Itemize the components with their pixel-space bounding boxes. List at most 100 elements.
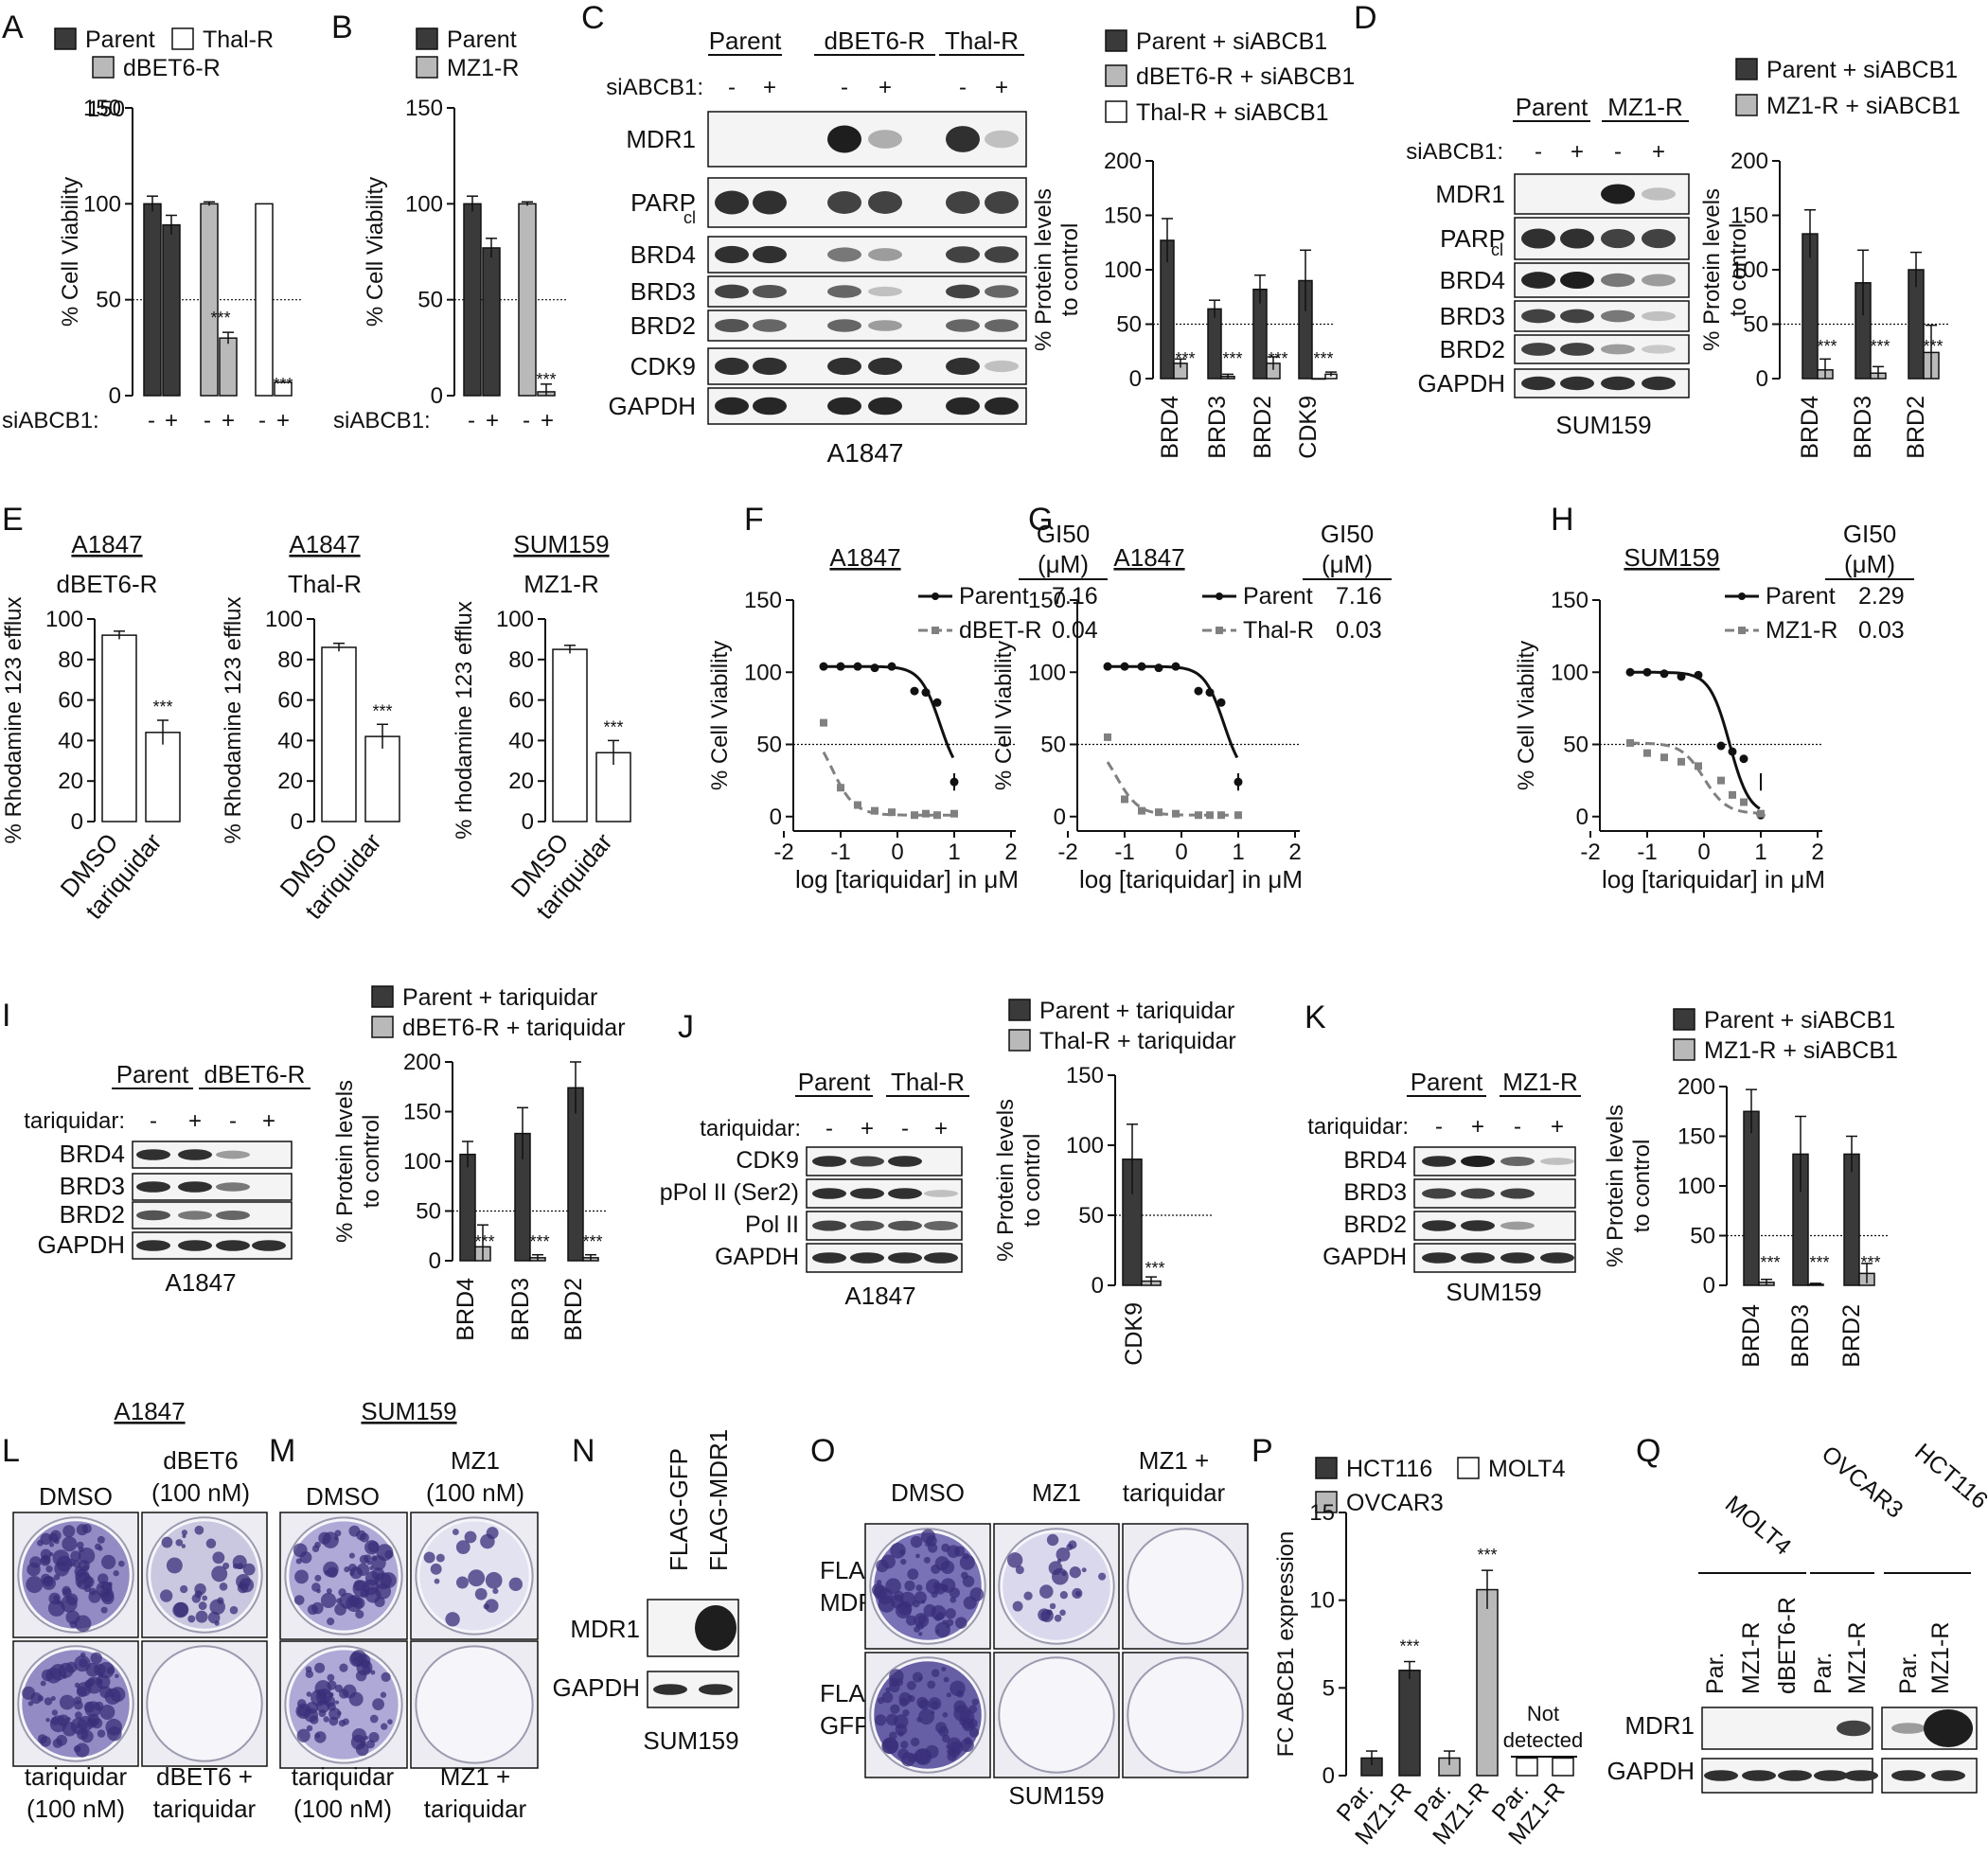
panel-M-tariquidar-colony <box>369 1714 379 1724</box>
panel-C-y-tick-label: 0 <box>1129 366 1142 392</box>
panel-I-y-tick-label: 150 <box>403 1100 441 1125</box>
panel-L-tariquidar-colony <box>77 1682 92 1697</box>
panel-K-GAPDH-band <box>1422 1252 1456 1264</box>
panel-E1-tariquidar-bar <box>145 732 181 822</box>
panel-F-point-Parent <box>921 688 931 698</box>
panel-I-blot-label-BRD2: BRD2 <box>60 1200 125 1229</box>
panel-O-mdr1-dmso-colony <box>935 1629 940 1634</box>
panel-M-mz1-colony <box>508 1577 523 1591</box>
panel-label-B: B <box>331 9 353 45</box>
panel-F-point-Parent <box>932 698 942 707</box>
panel-O-gfp-dmso-colony <box>935 1722 948 1734</box>
panel-A-condition: - <box>258 408 266 433</box>
panel-L-dmso-colony <box>88 1587 97 1596</box>
panel-M-tariquidar-colony <box>296 1728 311 1742</box>
panel-H-cell-line: SUM159 <box>1624 543 1719 572</box>
panel-P-y-label: FC ABCB1 expression <box>1273 1531 1299 1758</box>
panel-L-cell-line: A1847 <box>114 1397 185 1425</box>
panel-C-y-label: % Protein levels <box>1031 188 1056 351</box>
panel-L-tariquidar-colony <box>75 1742 90 1758</box>
panel-M-mz1-colony <box>492 1587 499 1595</box>
panel-O-gfp-dmso-colony <box>971 1698 979 1706</box>
panel-P-y-tick-label: 15 <box>1309 1500 1335 1526</box>
panel-M-dmso-colony <box>295 1558 302 1565</box>
panel-M-tariquidar-colony <box>306 1724 313 1732</box>
panel-J-GAPDH-band <box>812 1252 846 1264</box>
panel-M-mz1-colony <box>430 1563 442 1575</box>
panel-E-model: Thal-R <box>288 570 362 598</box>
panel-I-GAPDH-band <box>252 1240 286 1251</box>
panel-G-x-tick-label: -1 <box>1114 840 1134 865</box>
panel-M-dmso-colony <box>339 1592 356 1609</box>
panel-L-dmso-colony <box>113 1570 119 1577</box>
panel-G-point-Parent <box>1137 662 1146 671</box>
panel-H-x-tick-label: -1 <box>1637 840 1657 865</box>
panel-O-gfp-dmso-colony <box>943 1676 950 1683</box>
panel-L-dbet6-colony <box>166 1557 183 1574</box>
panel-B-y-tick-label: 0 <box>431 383 443 409</box>
panel-H-point-Parent <box>1677 672 1686 681</box>
panel-O-mdr1-mz1-colony <box>1059 1609 1066 1617</box>
panel-C-MDR1-band <box>868 130 902 149</box>
panel-Q-blot-label-MDR1: MDR1 <box>1624 1711 1695 1740</box>
panel-K-GAPDH-band <box>1500 1252 1535 1264</box>
panel-A-legend-swatch <box>54 27 77 50</box>
panel-L-tariquidar-colony <box>45 1718 50 1723</box>
panel-J-y-tick-label: 0 <box>1092 1273 1104 1299</box>
panel-L-dbet6-colony <box>195 1610 208 1623</box>
panel-L-dmso-colony <box>97 1535 105 1544</box>
panel-P-legend-swatch <box>1457 1457 1480 1479</box>
panel-L-dbet6-colony <box>187 1615 196 1623</box>
panel-F-legend-label-2: dBET-R <box>959 617 1042 644</box>
panel-A-condition: + <box>165 408 178 433</box>
panel-G-x-tick-label: 0 <box>1175 840 1187 865</box>
panel-O-mdr1-mz1-colony <box>1098 1572 1107 1581</box>
panel-G-point-Thal-R <box>1155 808 1163 817</box>
panel-D-PARP-band <box>1601 228 1635 249</box>
panel-K-blot-label-BRD3: BRD3 <box>1343 1179 1407 1206</box>
panel-G-point-Parent <box>1171 662 1180 671</box>
panel-K-BRD2-band <box>1461 1220 1495 1231</box>
panel-O-col-label: MZ1 + <box>1139 1446 1209 1475</box>
panel-O-mdr1-dmso-colony <box>923 1556 931 1564</box>
panel-O-mdr1-mz1-colony <box>1051 1567 1069 1585</box>
panel-E2-y-tick-label: 60 <box>277 688 303 714</box>
panel-I-BRD3-band <box>178 1181 212 1193</box>
panel-C-GAPDH-band <box>946 397 980 416</box>
panel-O-mdr1-mz1-colony <box>1059 1591 1068 1600</box>
panel-B-MZ1-R-bar <box>518 203 537 397</box>
panel-M-tariquidar-colony <box>381 1671 391 1683</box>
panel-H-gi50-value-2: 0.03 <box>1858 617 1905 644</box>
panel-C-PARP-band <box>868 191 902 214</box>
panel-B-siabcb1-label: siABCB1: <box>333 408 431 433</box>
panel-M-dmso-colony <box>364 1540 380 1555</box>
panel-D-y-tick-label: 50 <box>1743 312 1768 338</box>
panel-N-blot-label-GAPDH: GAPDH <box>553 1673 640 1702</box>
panel-E1-y-tick-label: 40 <box>58 728 83 753</box>
panel-A-Thal-R-bar <box>274 381 293 397</box>
panel-L-dmso-colony <box>62 1525 76 1538</box>
panel-C-lane-sign: - <box>728 75 736 100</box>
panel-M-mz1-colony <box>468 1569 486 1587</box>
panel-O-cell-line: SUM159 <box>1008 1781 1104 1810</box>
panel-C-BRD3-band <box>753 284 787 299</box>
panel-H-point-MZ1-R <box>1717 776 1725 785</box>
panel-O-gfp-dmso-colony <box>962 1718 975 1732</box>
panel-O-mdr1-dmso-colony <box>941 1543 950 1552</box>
panel-C-y-tick-label: 100 <box>1104 257 1142 283</box>
panel-C-cell-line: A1847 <box>827 438 904 468</box>
panel-L-tariquidar-colony <box>94 1663 106 1676</box>
panel-L-tariquidar-colony <box>99 1704 115 1720</box>
panel-L-dbet6-colony <box>209 1599 225 1616</box>
panel-M-dmso-colony <box>318 1531 331 1545</box>
panel-K-x-label: BRD2 <box>1838 1304 1865 1368</box>
panel-C-CDK9-band <box>753 357 787 376</box>
panel-K-significance: *** <box>1760 1253 1780 1272</box>
panel-A-legend-swatch <box>92 56 115 79</box>
panel-M-mz1-colony <box>485 1571 503 1589</box>
panel-I-significance: *** <box>529 1232 549 1251</box>
panel-O-mdr1-mz1-dish <box>998 1528 1115 1645</box>
panel-L-dmso-colony <box>48 1532 59 1543</box>
panel-label-O: O <box>810 1433 835 1469</box>
panel-L-dmso-colony <box>40 1573 51 1584</box>
